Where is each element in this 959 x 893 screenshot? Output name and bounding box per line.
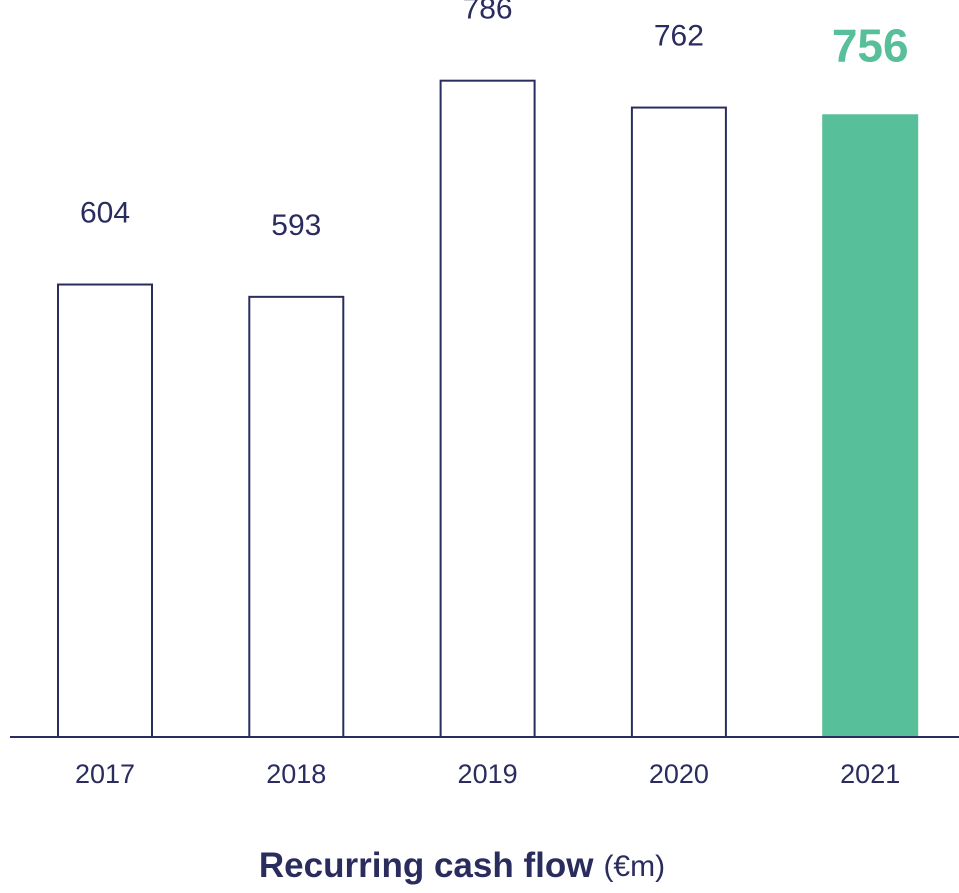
bar [630, 106, 727, 738]
chart-title: Recurring cash flow [259, 846, 594, 885]
value-label: 762 [654, 19, 704, 52]
x-tick-label: 2018 [266, 759, 326, 789]
x-tick-label: 2021 [840, 759, 900, 789]
chart-title-group: Recurring cash flow (€m) [259, 846, 665, 885]
bar [57, 283, 153, 738]
x-tick-label: 2019 [458, 759, 518, 789]
chart-unit: (€m) [603, 850, 665, 883]
x-tick-label: 2020 [649, 759, 709, 789]
value-label: 593 [271, 209, 321, 242]
bar [822, 114, 919, 737]
x-tick-label: 2017 [75, 759, 135, 789]
value-label: 604 [80, 196, 130, 229]
bar [248, 295, 345, 738]
value-label: 786 [463, 0, 513, 26]
value-label: 756 [832, 19, 909, 71]
bar [439, 79, 536, 739]
